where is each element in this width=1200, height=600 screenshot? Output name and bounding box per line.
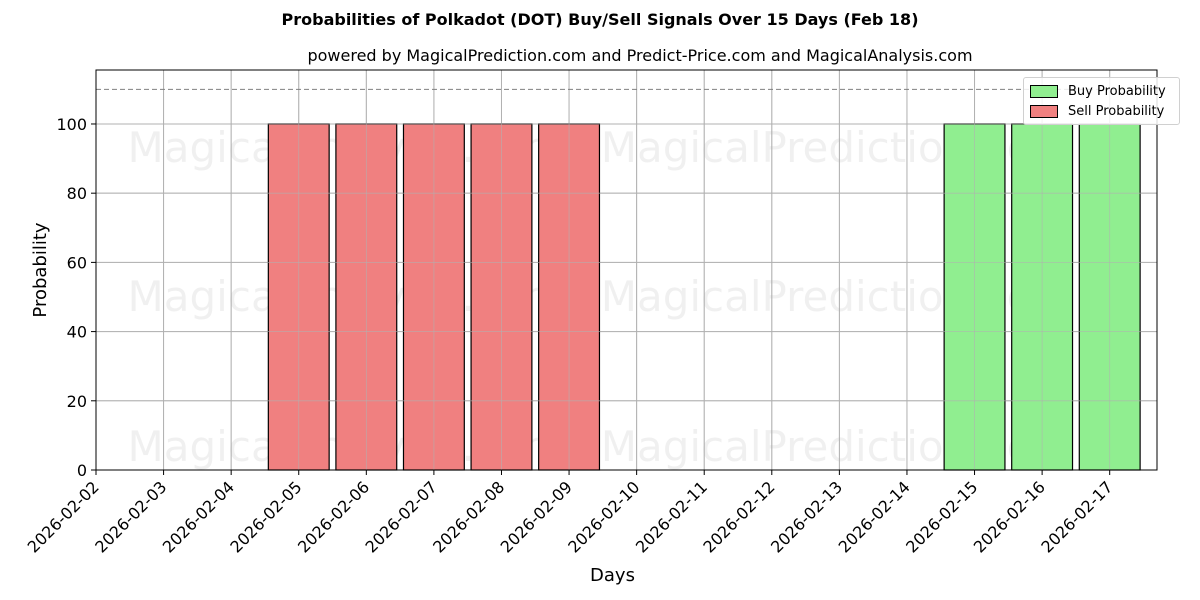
legend: Buy Probability Sell Probability [1023,77,1180,125]
chart-title: Probabilities of Polkadot (DOT) Buy/Sell… [281,10,919,29]
y-tick-label: 80 [67,184,87,203]
x-tick-label: 2026-02-12 [699,477,778,556]
y-tick-label: 60 [67,253,87,272]
y-tick-label: 0 [77,461,87,480]
x-tick-label: 2026-02-17 [1037,477,1116,556]
x-axis-label: Days [590,565,635,586]
x-tick-label: 2026-02-03 [91,477,170,556]
plot-frame [95,69,1158,471]
x-tick-label: 2026-02-04 [159,477,238,556]
x-tick-label: 2026-02-10 [564,477,643,556]
legend-sell-label: Sell Probability [1068,103,1165,119]
x-tick-label: 2026-02-14 [835,477,914,556]
x-tick-label: 2026-02-13 [767,477,846,556]
x-tick-label: 2026-02-02 [24,477,103,556]
y-tick-label: 40 [67,323,87,342]
x-tick-label: 2026-02-15 [902,477,981,556]
y-tick-label: 100 [56,115,87,134]
y-axis-label: Probability [30,222,51,317]
legend-item-sell: Sell Probability [1030,102,1164,120]
x-tick-label: 2026-02-11 [632,477,711,556]
x-tick-label: 2026-02-09 [497,477,576,556]
x-tick-label: 2026-02-06 [294,477,373,556]
sell-swatch-icon [1030,104,1058,118]
legend-buy-label: Buy Probability [1068,83,1166,99]
x-tick-label: 2026-02-05 [226,477,305,556]
legend-item-buy: Buy Probability [1030,82,1166,100]
chart-subtitle: powered by MagicalPrediction.com and Pre… [307,46,973,65]
x-tick-label: 2026-02-07 [362,477,441,556]
buy-swatch-icon [1030,84,1058,98]
x-tick-label: 2026-02-08 [429,477,508,556]
y-tick-label: 20 [67,392,87,411]
x-tick-label: 2026-02-16 [970,477,1049,556]
